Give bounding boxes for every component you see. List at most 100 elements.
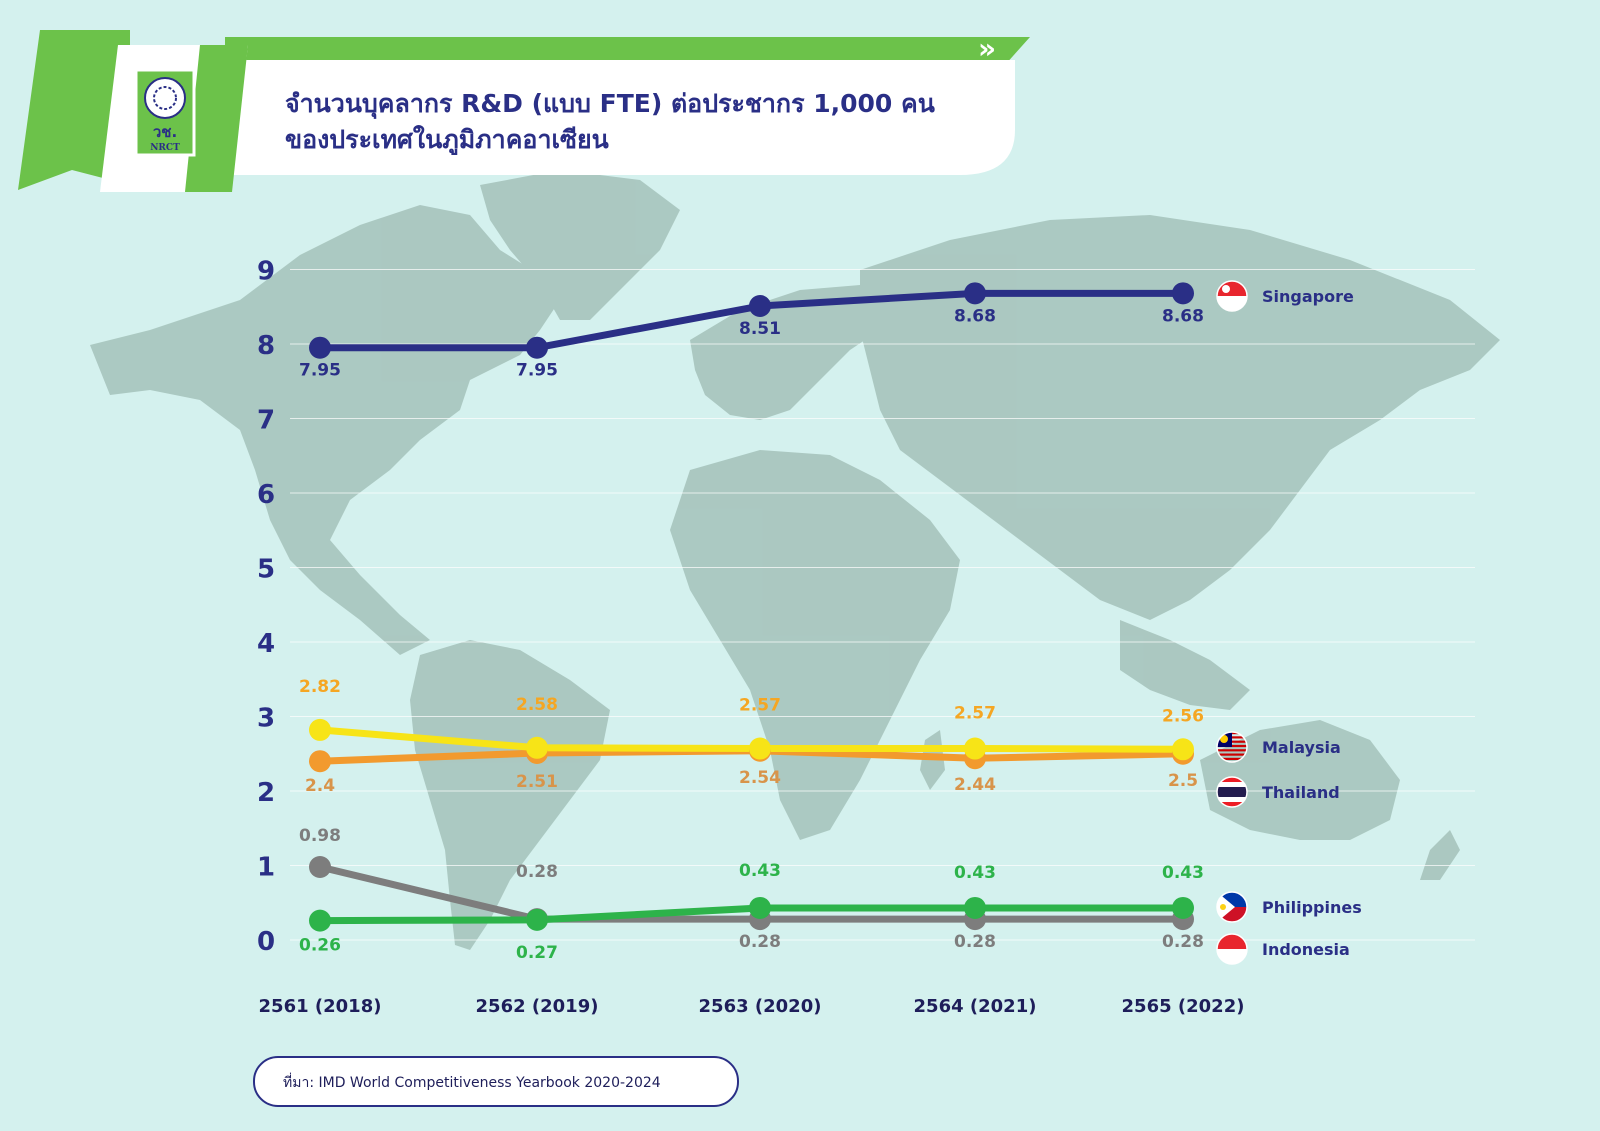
map-greenland	[480, 170, 680, 320]
malaysia-flag-icon	[1216, 731, 1248, 763]
x-tick-label: 2562 (2019)	[476, 996, 599, 1017]
philippines-value-label: 0.27	[516, 943, 558, 963]
y-axis: 0 1 2 3 4 5 6 7 8 9	[257, 257, 275, 958]
legend: Singapore Malaysia Thailand Philippines Indo…	[1216, 280, 1362, 965]
malaysia-point	[964, 737, 986, 760]
logo-seal-icon	[144, 77, 186, 119]
chart-title-line2: ของประเทศในภูมิภาคอาเซียน	[285, 124, 609, 156]
singapore-point	[309, 336, 331, 359]
thailand-value-label: 2.54	[739, 768, 781, 788]
map-africa	[670, 450, 960, 840]
logo-text: วช.	[153, 123, 177, 141]
y-tick-label: 2	[257, 778, 275, 808]
data-labels: 7.95 7.95 8.51 8.68 8.68 2.82 2.58 2.57 2.57 2.56…	[299, 306, 1204, 963]
y-tick-label: 6	[257, 480, 275, 510]
indonesia-value-label: 0.28	[516, 862, 558, 882]
malaysia-point	[309, 718, 331, 741]
singapore-flag-icon	[1216, 280, 1248, 312]
malaysia-value-label: 2.82	[299, 677, 341, 697]
x-axis: 2561 (2018) 2562 (2019) 2563 (2020) 2564 (2…	[259, 996, 1245, 1017]
indonesia-value-label: 0.28	[739, 932, 781, 952]
logo-frame	[134, 68, 196, 157]
indonesia-value-label: 0.28	[1162, 932, 1204, 952]
singapore-point	[749, 295, 771, 318]
y-tick-label: 3	[257, 704, 275, 734]
x-tick-label: 2564 (2021)	[914, 996, 1037, 1017]
philippines-value-label: 0.43	[1162, 863, 1204, 883]
thailand-point	[309, 750, 331, 773]
philippines-point	[309, 909, 331, 932]
world-map-background	[90, 170, 1500, 950]
malaysia-point	[749, 737, 771, 760]
philippines-point	[964, 896, 986, 919]
map-australia	[1200, 720, 1400, 840]
y-tick-label: 1	[257, 853, 275, 883]
x-tick-label: 2563 (2020)	[699, 996, 822, 1017]
philippines-value-label: 0.26	[299, 936, 341, 956]
philippines-point	[1172, 896, 1194, 919]
ribbon-title-panel	[225, 60, 1015, 175]
philippines-point	[749, 896, 771, 919]
malaysia-point	[526, 736, 548, 759]
malaysia-value-label: 2.57	[739, 696, 781, 716]
ribbon-left-tail	[18, 30, 130, 190]
source-text: ที่มา: IMD World Competitiveness Yearboo…	[283, 1073, 661, 1091]
map-southeast-asia	[1120, 620, 1250, 710]
ribbon-left-green-stripe	[185, 45, 248, 192]
thailand-value-label: 2.5	[1168, 771, 1198, 791]
philippines-point	[526, 908, 548, 931]
logo-subtext: NRCT	[150, 143, 180, 153]
nrct-logo: วช. NRCT	[134, 68, 196, 157]
chart-gridlines	[290, 269, 1475, 941]
singapore-value-label: 8.68	[954, 306, 996, 326]
legend-singapore-label: Singapore	[1262, 287, 1354, 306]
philippines-value-label: 0.43	[954, 863, 996, 883]
map-south-america	[410, 640, 610, 950]
singapore-value-label: 7.95	[516, 361, 558, 381]
y-tick-label: 7	[257, 406, 275, 436]
thailand-value-label: 2.51	[516, 772, 558, 792]
malaysia-value-label: 2.57	[954, 704, 996, 724]
chart-title-line1: จำนวนบุคลากร R&D (แบบ FTE) ต่อประชากร 1,…	[285, 89, 935, 120]
indonesia-point	[309, 855, 331, 878]
thailand-value-label: 2.4	[305, 776, 335, 796]
malaysia-value-label: 2.58	[516, 695, 558, 715]
y-tick-label: 5	[257, 555, 275, 585]
singapore-value-label: 8.68	[1162, 306, 1204, 326]
ribbon-chevrons: »	[978, 32, 996, 65]
legend-thailand-label: Thailand	[1262, 783, 1340, 802]
source-box: ที่มา: IMD World Competitiveness Yearboo…	[253, 1056, 739, 1107]
ribbon-green-bar	[225, 37, 1030, 65]
x-tick-label: 2565 (2022)	[1122, 996, 1245, 1017]
logo-seal-inner-icon	[153, 86, 177, 110]
thailand-flag-icon	[1216, 776, 1248, 808]
map-new-zealand	[1420, 830, 1460, 880]
singapore-point	[1172, 282, 1194, 305]
y-tick-label: 0	[257, 927, 275, 957]
philippines-value-label: 0.43	[739, 861, 781, 881]
y-tick-label: 8	[257, 331, 275, 361]
series-points	[309, 282, 1194, 932]
singapore-point	[964, 282, 986, 305]
legend-malaysia-label: Malaysia	[1262, 738, 1341, 757]
source-box-frame	[253, 1056, 739, 1107]
malaysia-point	[1172, 738, 1194, 761]
singapore-point	[526, 336, 548, 359]
map-europe	[690, 285, 900, 420]
map-asia	[860, 215, 1500, 620]
indonesia-value-label: 0.98	[299, 826, 341, 846]
malaysia-value-label: 2.56	[1162, 706, 1204, 726]
singapore-value-label: 8.51	[739, 319, 781, 339]
y-tick-label: 9	[257, 257, 275, 287]
map-north-america	[90, 205, 560, 655]
indonesia-value-label: 0.28	[954, 932, 996, 952]
x-tick-label: 2561 (2018)	[259, 996, 382, 1017]
thailand-value-label: 2.44	[954, 775, 996, 795]
philippines-flag-icon	[1216, 891, 1248, 923]
legend-indonesia-label: Indonesia	[1262, 940, 1350, 959]
header-banner: » วช. NRCT จำนวนบุคลากร R&D (แบบ FTE) ต่…	[18, 30, 1030, 192]
singapore-value-label: 7.95	[299, 361, 341, 381]
y-tick-label: 4	[257, 629, 275, 659]
indonesia-flag-icon	[1216, 933, 1248, 965]
